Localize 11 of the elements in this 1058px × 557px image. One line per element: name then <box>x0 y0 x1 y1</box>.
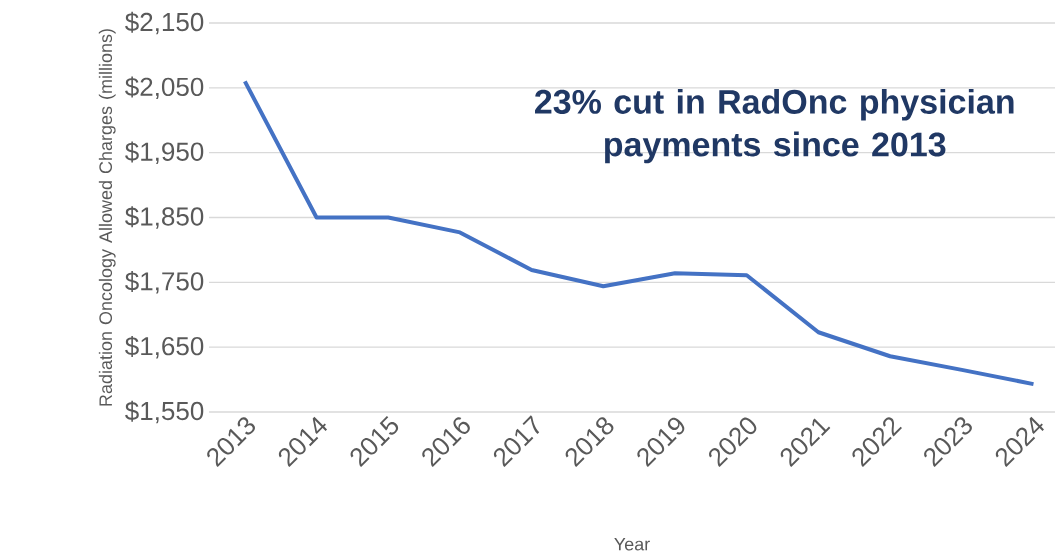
y-tick-label: $1,850 <box>125 206 204 229</box>
x-axis-title: Year <box>614 537 650 551</box>
line-series <box>242 79 1036 387</box>
y-tick-label: $1,750 <box>125 271 204 294</box>
y-tick-label: $2,150 <box>125 11 204 35</box>
y-tick-label: $1,650 <box>125 335 204 359</box>
annotation: 23% cut in RadOnc physician payments since 2013 <box>535 88 1014 164</box>
y-tick-label: $1,550 <box>125 400 204 424</box>
y-tick-label: $1,950 <box>125 141 204 164</box>
y-axis-title: Radiation Oncology Allowed Charges (millions) <box>98 29 116 406</box>
y-tick-label: $2,050 <box>125 76 204 100</box>
